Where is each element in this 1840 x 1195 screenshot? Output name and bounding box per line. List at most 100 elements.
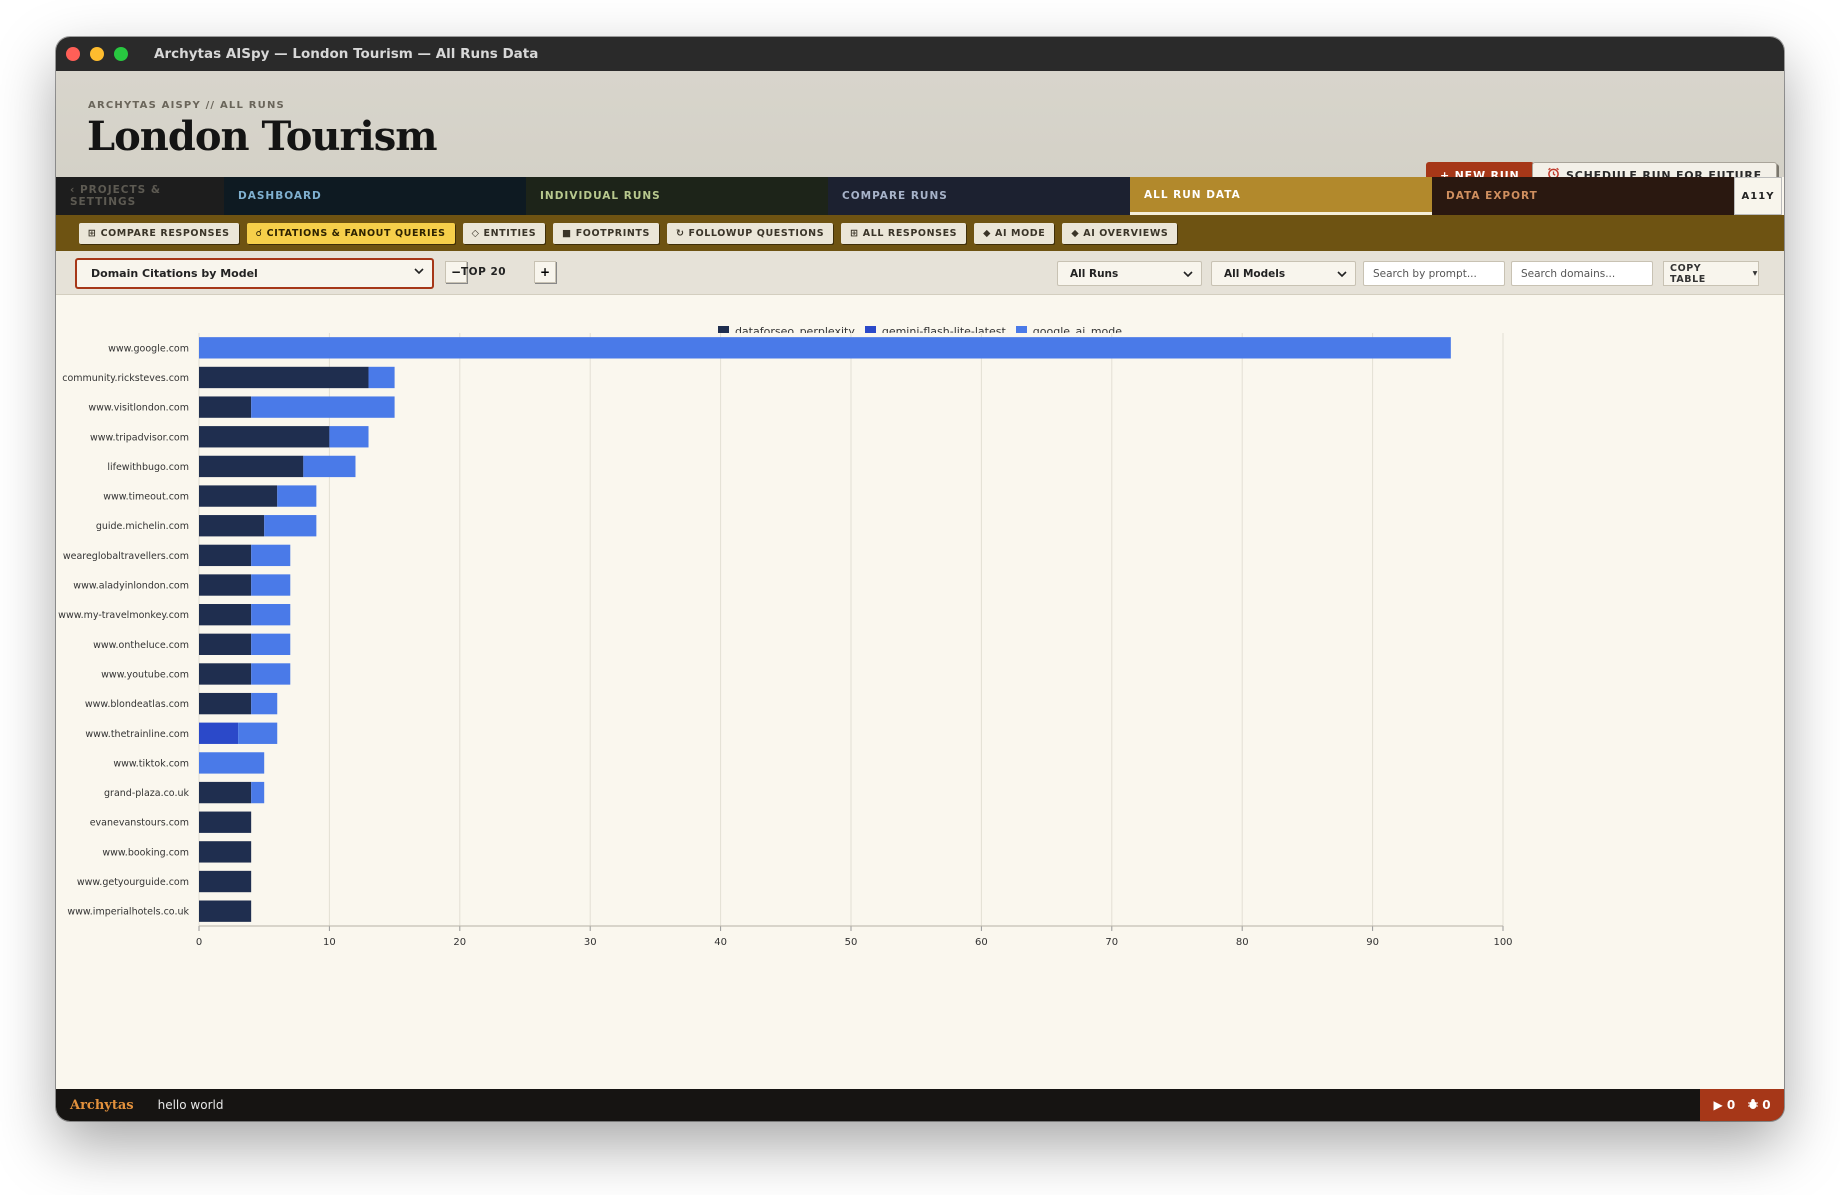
- bar-segment: [199, 692, 252, 715]
- status-counters[interactable]: ▶ 0 0: [1700, 1089, 1784, 1121]
- bar-segment: [251, 663, 291, 685]
- x-tick-label: 10: [323, 937, 336, 948]
- sub-tabs: ⊞ COMPARE RESPONSES ☌ CITATIONS & FANOUT Q…: [56, 215, 1784, 251]
- prompt-search-input[interactable]: Search by prompt...: [1363, 261, 1505, 286]
- subtab-label: CITATIONS & FANOUT QUERIES: [266, 227, 446, 239]
- top-n-label: TOP 20: [461, 266, 507, 278]
- increase-top-button[interactable]: +: [534, 261, 556, 283]
- category-label: www.booking.com: [102, 847, 189, 858]
- window-controls: [66, 47, 128, 61]
- diamond-outline-icon: ◇: [471, 227, 480, 239]
- main-tabs: ‹ PROJECTS & SETTINGS DASHBOARD INDIVIDU…: [56, 177, 1784, 215]
- category-label: www.timeout.com: [103, 492, 189, 503]
- bar-segment: [199, 396, 252, 418]
- link-icon: ☌: [255, 227, 263, 239]
- x-tick-label: 90: [1366, 937, 1379, 948]
- bug-icon: [1747, 1098, 1759, 1113]
- diamond-icon: ◆: [1071, 227, 1080, 239]
- category-label: evanevanstours.com: [90, 818, 189, 829]
- brand-logo: Archytas: [70, 1097, 134, 1113]
- bar-segment: [199, 604, 252, 626]
- models-select[interactable]: All Models: [1211, 261, 1356, 286]
- category-label: www.youtube.com: [101, 669, 189, 680]
- bar-segment: [251, 604, 291, 626]
- models-select-value: All Models: [1224, 267, 1286, 280]
- tab-projects-settings[interactable]: ‹ PROJECTS & SETTINGS: [56, 177, 224, 215]
- breadcrumb: ARCHYTAS AISPY // ALL RUNS: [88, 100, 285, 111]
- subtab-ai-overviews[interactable]: ◆ AI OVERVIEWS: [1062, 222, 1178, 244]
- grid-icon: ⊞: [850, 227, 859, 239]
- bar-segment: [199, 366, 369, 389]
- category-label: www.aladyinlondon.com: [73, 581, 189, 592]
- category-label: www.google.com: [108, 343, 189, 354]
- window-title: Archytas AISpy — London Tourism — All Ru…: [154, 46, 539, 62]
- bar-segment: [199, 515, 265, 537]
- category-label: lifewithbugo.com: [107, 462, 189, 473]
- runs-select[interactable]: All Runs: [1057, 261, 1202, 286]
- category-label: www.visitlondon.com: [88, 403, 189, 414]
- page-header: ARCHYTAS AISPY // ALL RUNS London Touris…: [56, 71, 1784, 188]
- tab-compare-runs[interactable]: COMPARE RUNS: [828, 177, 1130, 215]
- square-icon: ■: [562, 227, 572, 239]
- controls-bar: Domain Citations by Model − TOP 20 + All…: [56, 251, 1784, 295]
- chevron-down-icon: [414, 267, 424, 278]
- subtab-followup-questions[interactable]: ↻ FOLLOWUP QUESTIONS: [666, 222, 834, 244]
- page-title: London Tourism: [87, 113, 438, 160]
- bar-segment: [277, 485, 317, 507]
- subtab-entities[interactable]: ◇ ENTITIES: [462, 222, 546, 244]
- tab-individual-runs[interactable]: INDIVIDUAL RUNS: [526, 177, 828, 215]
- subtab-ai-mode[interactable]: ◆ AI MODE: [974, 222, 1055, 244]
- domain-search-input[interactable]: Search domains...: [1511, 261, 1653, 286]
- x-tick-label: 20: [453, 937, 466, 948]
- category-label: www.getyourguide.com: [77, 877, 189, 888]
- x-tick-label: 70: [1105, 937, 1118, 948]
- subtab-all-responses[interactable]: ⊞ ALL RESPONSES: [841, 222, 967, 244]
- chart-svg: 0 10 20 30 40 50 60 70 80 90 100 www.google.com comm…: [58, 333, 1513, 948]
- title-bar: Archytas AISpy — London Tourism — All Ru…: [56, 37, 1784, 71]
- x-tick-label: 40: [714, 937, 727, 948]
- bar-segment: [251, 781, 265, 804]
- subtab-label: AI OVERVIEWS: [1083, 227, 1169, 239]
- subtab-citations-fanout[interactable]: ☌ CITATIONS & FANOUT QUERIES: [246, 222, 455, 244]
- bar-segment: [199, 337, 1451, 359]
- category-label: www.imperialhotels.co.uk: [67, 907, 189, 918]
- bar-segment: [199, 781, 252, 804]
- subtab-label: COMPARE RESPONSES: [100, 227, 230, 239]
- domain-citations-chart: dataforseo_perplexity gemini-flash-lite-…: [56, 295, 1784, 1089]
- bar-segment: [199, 663, 252, 685]
- view-select[interactable]: Domain Citations by Model: [75, 258, 434, 289]
- minimize-window-button[interactable]: [90, 47, 104, 61]
- bar-segment: [303, 455, 356, 478]
- subtab-label: ENTITIES: [483, 227, 537, 239]
- category-label: www.tripadvisor.com: [90, 432, 189, 443]
- subtab-compare-responses[interactable]: ⊞ COMPARE RESPONSES: [79, 222, 239, 244]
- bar-segment: [199, 574, 252, 596]
- category-label: www.ontheluce.com: [93, 640, 189, 651]
- bar-segment: [199, 455, 304, 478]
- x-tick-label: 80: [1236, 937, 1249, 948]
- bug-counter: 0: [1747, 1098, 1771, 1113]
- close-window-button[interactable]: [66, 47, 80, 61]
- bar-segment: [199, 633, 252, 655]
- bar-segment: [251, 544, 291, 567]
- category-label: www.tiktok.com: [113, 758, 189, 769]
- subtab-label: ALL RESPONSES: [862, 227, 958, 239]
- subtab-footprints[interactable]: ■ FOOTPRINTS: [553, 222, 659, 244]
- decrease-top-button[interactable]: −: [445, 261, 467, 283]
- app-window: Archytas AISpy — London Tourism — All Ru…: [56, 37, 1784, 1121]
- bar-segment: [251, 574, 291, 596]
- bar-segment: [199, 485, 278, 507]
- bar-segment: [199, 870, 252, 893]
- tab-all-run-data[interactable]: ALL RUN DATA: [1130, 177, 1432, 215]
- copy-table-button[interactable]: COPY TABLE ▾: [1663, 261, 1759, 286]
- maximize-window-button[interactable]: [114, 47, 128, 61]
- tab-a11y[interactable]: A11Y: [1734, 177, 1782, 215]
- tab-data-export[interactable]: DATA EXPORT: [1432, 177, 1734, 215]
- status-bar: Archytas hello world ▶ 0 0: [56, 1089, 1784, 1121]
- caret-down-icon: ▾: [1752, 268, 1758, 279]
- tab-dashboard[interactable]: DASHBOARD: [224, 177, 526, 215]
- legend-swatch: [717, 326, 729, 337]
- diamond-icon: ◆: [983, 227, 992, 239]
- bar-segment: [199, 722, 239, 744]
- subtab-label: FOOTPRINTS: [575, 227, 650, 239]
